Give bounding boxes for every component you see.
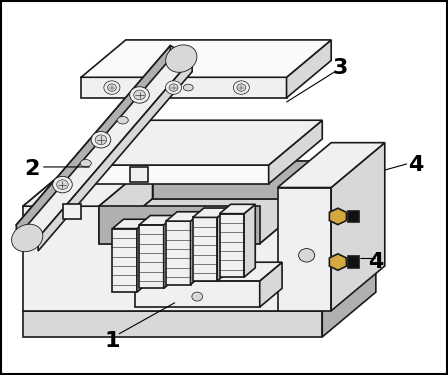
Circle shape: [129, 87, 149, 103]
Polygon shape: [278, 142, 385, 188]
Polygon shape: [63, 204, 81, 219]
Polygon shape: [135, 281, 260, 307]
Circle shape: [233, 81, 250, 94]
Polygon shape: [278, 188, 331, 311]
Circle shape: [134, 90, 145, 100]
Polygon shape: [16, 45, 170, 238]
Circle shape: [52, 176, 72, 193]
Ellipse shape: [166, 45, 197, 72]
Polygon shape: [23, 206, 322, 311]
Polygon shape: [152, 161, 313, 199]
Circle shape: [95, 135, 107, 145]
Ellipse shape: [117, 117, 128, 124]
Polygon shape: [81, 120, 322, 165]
Polygon shape: [23, 161, 152, 206]
Polygon shape: [348, 211, 359, 222]
Polygon shape: [81, 40, 331, 77]
Text: 4: 4: [409, 155, 424, 175]
Ellipse shape: [12, 224, 43, 252]
Polygon shape: [322, 161, 376, 311]
Polygon shape: [329, 254, 346, 270]
Polygon shape: [260, 262, 282, 307]
Circle shape: [165, 81, 181, 94]
Polygon shape: [193, 208, 228, 218]
Text: 3: 3: [332, 58, 348, 78]
Circle shape: [169, 84, 178, 91]
Polygon shape: [139, 225, 164, 288]
Polygon shape: [217, 208, 228, 281]
Polygon shape: [112, 229, 137, 292]
Polygon shape: [220, 214, 244, 277]
Polygon shape: [81, 165, 269, 184]
Polygon shape: [139, 216, 175, 225]
Polygon shape: [23, 266, 376, 311]
Polygon shape: [99, 206, 260, 243]
Polygon shape: [287, 40, 331, 98]
Polygon shape: [130, 167, 148, 182]
Polygon shape: [135, 262, 282, 281]
Polygon shape: [23, 311, 322, 337]
Circle shape: [298, 249, 314, 262]
Polygon shape: [190, 212, 202, 285]
Circle shape: [104, 81, 120, 94]
Polygon shape: [193, 217, 217, 281]
Polygon shape: [38, 58, 192, 251]
Polygon shape: [99, 161, 152, 243]
Polygon shape: [137, 219, 148, 292]
Circle shape: [91, 132, 111, 148]
Polygon shape: [244, 204, 255, 277]
Polygon shape: [81, 77, 287, 98]
Polygon shape: [269, 120, 322, 184]
Polygon shape: [166, 221, 190, 285]
Polygon shape: [331, 142, 385, 311]
Polygon shape: [322, 266, 376, 337]
Polygon shape: [164, 216, 175, 288]
Text: 2: 2: [24, 159, 39, 179]
Circle shape: [237, 84, 246, 91]
Text: 1: 1: [104, 331, 120, 351]
Ellipse shape: [80, 159, 91, 167]
Polygon shape: [99, 199, 313, 243]
Ellipse shape: [183, 84, 193, 91]
Polygon shape: [112, 219, 148, 229]
Polygon shape: [348, 256, 359, 268]
Polygon shape: [260, 161, 313, 243]
Circle shape: [192, 292, 202, 301]
Polygon shape: [329, 208, 346, 225]
Polygon shape: [260, 161, 376, 206]
Polygon shape: [220, 204, 255, 214]
Polygon shape: [23, 161, 376, 206]
Polygon shape: [166, 212, 202, 221]
Text: 4: 4: [368, 252, 383, 272]
Polygon shape: [16, 45, 192, 238]
Circle shape: [108, 84, 116, 91]
Circle shape: [56, 180, 68, 189]
